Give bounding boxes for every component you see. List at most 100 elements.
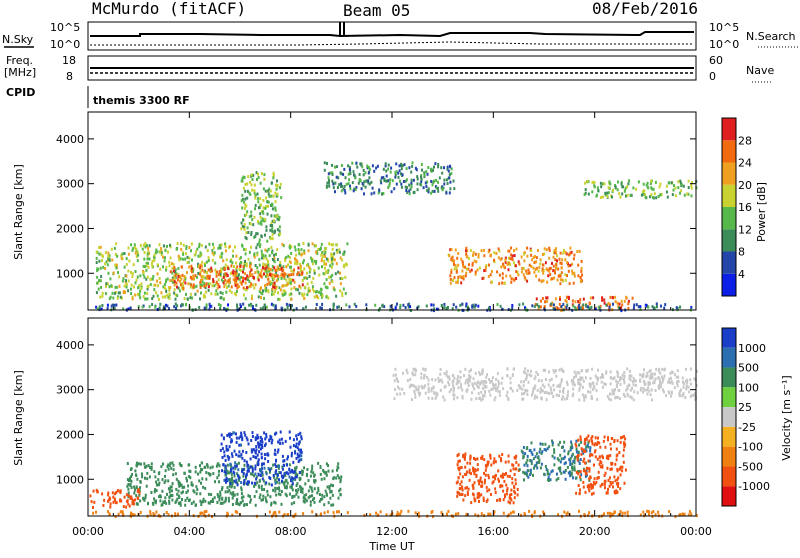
- heatmap-cell: [236, 492, 239, 496]
- heatmap-cell: [159, 494, 162, 498]
- heatmap-cell: [273, 214, 276, 218]
- heatmap-cell: [441, 188, 444, 192]
- heatmap-cell: [127, 269, 130, 273]
- heatmap-cell: [112, 500, 115, 504]
- heatmap-cell: [294, 476, 297, 480]
- heatmap-cell: [542, 368, 545, 372]
- heatmap-cell: [581, 393, 584, 397]
- heatmap-cell: [424, 181, 427, 185]
- heatmap-cell: [621, 465, 624, 469]
- heatmap-cell: [186, 479, 188, 483]
- heatmap-cell: [394, 306, 397, 310]
- heatmap-cell: [651, 375, 654, 379]
- heatmap-cell: [343, 265, 346, 269]
- heatmap-cell: [457, 452, 460, 456]
- heatmap-cell: [122, 291, 125, 295]
- heatmap-cell: [129, 495, 132, 499]
- heatmap-cell: [242, 286, 245, 290]
- heatmap-cell: [284, 290, 287, 294]
- heatmap-cell: [221, 291, 224, 295]
- heatmap-cell: [242, 474, 245, 478]
- heatmap-cell: [504, 260, 507, 264]
- heatmap-cell: [571, 262, 574, 266]
- heatmap-cell: [523, 259, 526, 263]
- heatmap-cell: [569, 251, 572, 255]
- heatmap-cell: [159, 267, 162, 271]
- heatmap-cell: [594, 442, 597, 446]
- heatmap-cell: [227, 284, 230, 288]
- heatmap-cell: [396, 511, 399, 515]
- heatmap-cell: [595, 376, 598, 380]
- heatmap-cell: [507, 249, 510, 253]
- heatmap-cell: [493, 251, 496, 255]
- heatmap-cell: [385, 179, 388, 183]
- heatmap-cell: [445, 512, 448, 516]
- heatmap-cell: [180, 242, 182, 246]
- heatmap-cell: [127, 487, 130, 491]
- heatmap-cell: [275, 270, 278, 274]
- heatmap-cell: [222, 297, 225, 301]
- heatmap-cell: [148, 305, 151, 309]
- heatmap-cell: [295, 434, 298, 438]
- heatmap-cell: [570, 454, 573, 458]
- heatmap-cell: [272, 176, 275, 180]
- heatmap-cell: [223, 450, 226, 454]
- heatmap-cell: [153, 288, 156, 292]
- heatmap-cell: [498, 497, 501, 501]
- heatmap-cell: [126, 484, 129, 488]
- heatmap-cell: [214, 480, 216, 484]
- heatmap-cell: [219, 255, 221, 259]
- heatmap-cell: [611, 195, 613, 199]
- heatmap-cell: [178, 462, 181, 466]
- heatmap-cell: [301, 471, 304, 475]
- heatmap-cell: [313, 496, 316, 500]
- heatmap-cell: [188, 256, 191, 260]
- heatmap-cell: [589, 476, 592, 480]
- heatmap-cell: [579, 488, 581, 492]
- heatmap-cell: [254, 455, 257, 459]
- heatmap-cell: [565, 300, 568, 304]
- heatmap-cell: [101, 294, 104, 298]
- heatmap-cell: [272, 171, 275, 175]
- heatmap-cell: [251, 283, 254, 287]
- heatmap-cell: [225, 480, 227, 484]
- heatmap-cell: [154, 305, 157, 309]
- heatmap-cell: [425, 170, 428, 174]
- heatmap-cell: [258, 245, 261, 249]
- heatmap-cell: [515, 247, 518, 251]
- heatmap-cell: [95, 250, 98, 254]
- heatmap-cell: [287, 263, 289, 267]
- heatmap-cell: [278, 488, 281, 492]
- heatmap-cell: [453, 393, 456, 397]
- heatmap-cell: [516, 487, 519, 491]
- heatmap-cell: [563, 449, 566, 453]
- heatmap-cell: [489, 273, 492, 277]
- heatmap-cell: [261, 445, 264, 449]
- heatmap-cell: [609, 480, 612, 484]
- heatmap-cell: [653, 192, 656, 196]
- heatmap-cell: [475, 397, 478, 401]
- heatmap-cell: [144, 245, 147, 249]
- heatmap-cell: [262, 187, 265, 191]
- heatmap-cell: [261, 210, 264, 214]
- heatmap-cell: [687, 513, 690, 517]
- heatmap-cell: [236, 265, 239, 269]
- heatmap-cell: [545, 267, 548, 271]
- colorbar-tick-label: 4: [738, 268, 745, 281]
- heatmap-cell: [533, 255, 536, 258]
- heatmap-cell: [649, 382, 651, 386]
- heatmap-cell: [339, 282, 342, 286]
- heatmap-cell: [173, 280, 176, 284]
- heatmap-cell: [651, 305, 654, 309]
- heatmap-cell: [203, 510, 206, 514]
- heatmap-cell: [246, 210, 249, 214]
- heatmap-cell: [183, 485, 186, 489]
- heatmap-cell: [552, 368, 555, 372]
- heatmap-cell: [226, 307, 229, 311]
- heatmap-cell: [611, 392, 614, 396]
- nave-tick-high: 60: [709, 54, 723, 67]
- heatmap-cell: [140, 287, 143, 290]
- heatmap-cell: [658, 185, 661, 189]
- heatmap-cell: [104, 262, 107, 266]
- heatmap-cell: [514, 455, 517, 459]
